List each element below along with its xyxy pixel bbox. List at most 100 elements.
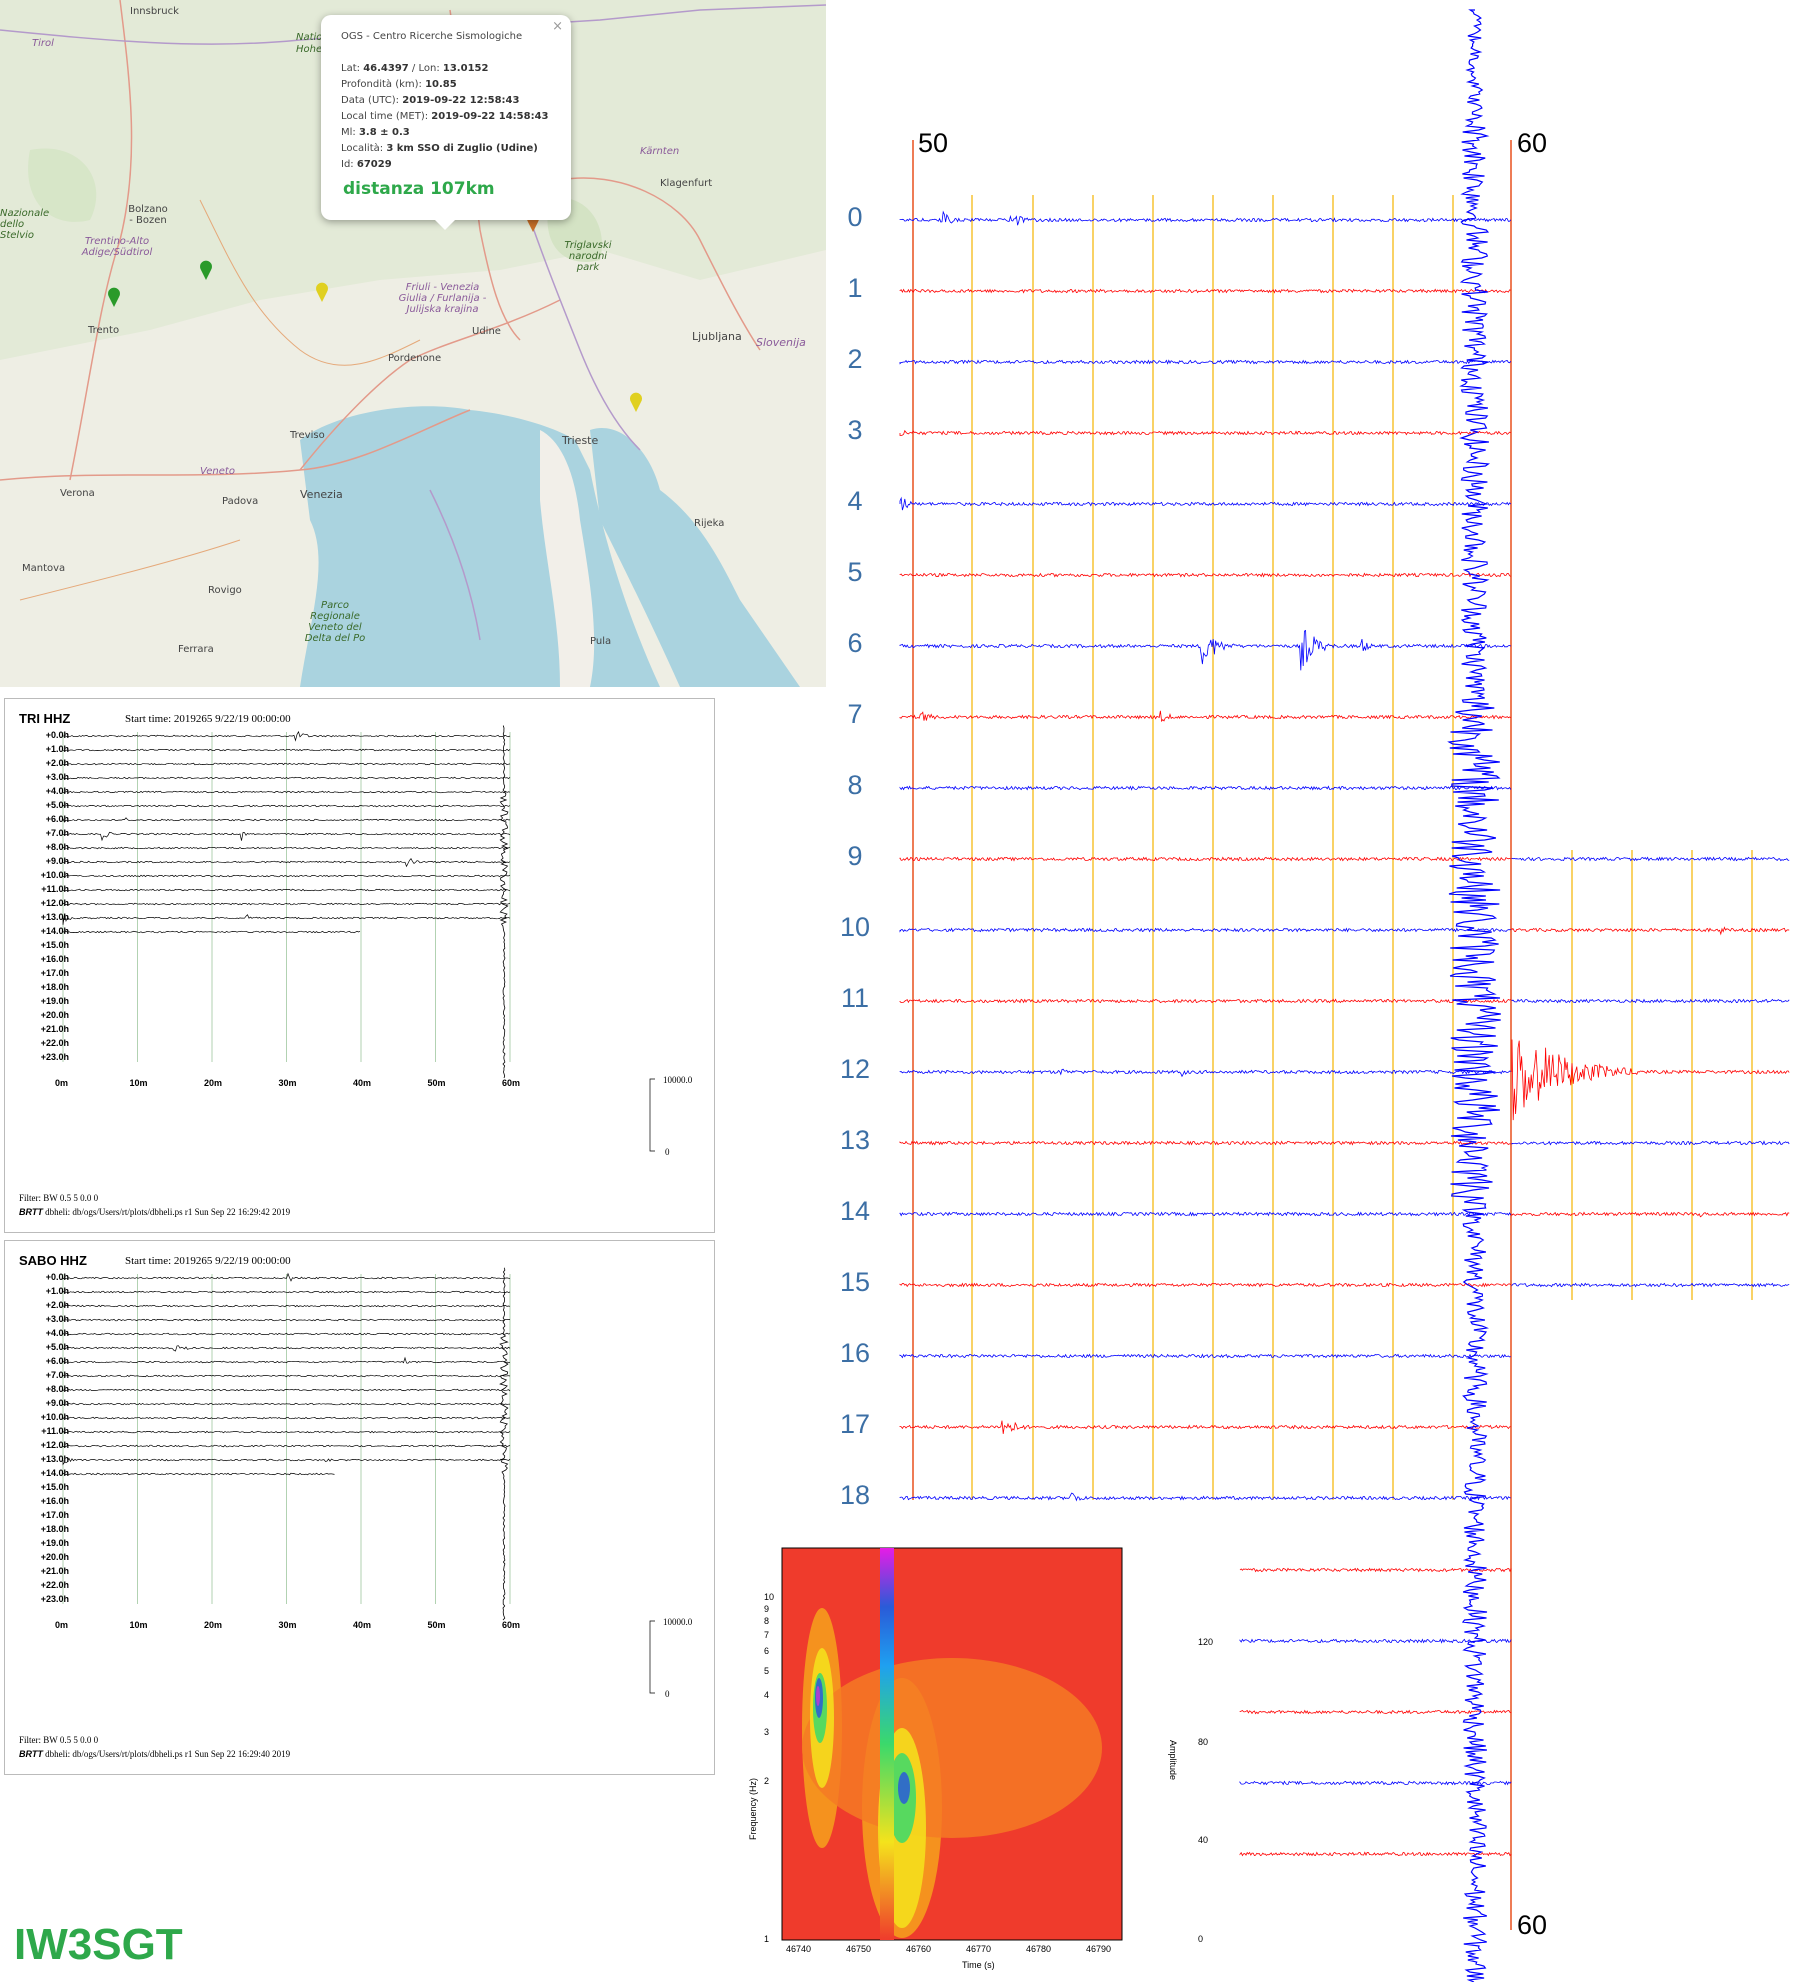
helicorder-start-time: Start time: 2019265 9/22/19 00:00:00 <box>125 1255 291 1267</box>
heli-row-label: +5.0h <box>45 800 69 810</box>
heli-trace <box>62 930 361 934</box>
heli-trace <box>62 1356 511 1364</box>
helicorder-scale-bottom: 0 <box>665 1689 670 1699</box>
seismogram-extension-trace <box>1511 856 1790 862</box>
spectrogram-svg <box>781 1547 1123 1941</box>
heli-row-label: +18.0h <box>40 982 69 992</box>
map-label-treviso: Treviso <box>290 430 325 441</box>
popup-id: Id: 67029 <box>341 159 392 170</box>
heli-row-label: +15.0h <box>40 940 69 950</box>
earthquake-trace <box>1447 9 1501 1982</box>
heli-x-tick: 10m <box>129 1078 148 1088</box>
heli-row-label: +13.0h <box>40 912 69 922</box>
seismogram-row-label: 2 <box>847 344 863 374</box>
heli-x-tick: 20m <box>204 1620 223 1630</box>
seismogram-marker-60-bottom: 60 <box>1517 1910 1548 1940</box>
heli-x-tick: 0m <box>55 1620 69 1630</box>
spectrogram-x-label: Time (s) <box>962 1960 995 1970</box>
heli-trace <box>62 762 511 766</box>
helicorder-title: TRI HHZ <box>19 711 71 726</box>
heli-row-label: +0.0h <box>45 730 69 740</box>
heli-row-label: +9.0h <box>45 1398 69 1408</box>
map-label-venezia: Venezia <box>300 488 343 501</box>
helicorder-scale-top: 10000.0 <box>663 1075 693 1085</box>
helicorder-scale-top: 10000.0 <box>663 1617 693 1627</box>
heli-trace <box>62 1388 511 1392</box>
heli-row-label: +11.0h <box>41 1426 69 1436</box>
spectrogram-x-tick: 46750 <box>846 1944 872 1954</box>
map-label-rijeka: Rijeka <box>694 518 725 529</box>
heli-trace <box>62 888 511 892</box>
seismogram-lower-trace <box>1239 1709 1512 1715</box>
seismogram-row-trace <box>899 1420 1511 1434</box>
heli-trace <box>62 846 511 850</box>
map-label-ferrara: Ferrara <box>178 644 214 655</box>
heli-row-label: +21.0h <box>40 1566 69 1576</box>
seismogram-extension-trace <box>1511 1140 1790 1146</box>
spectrogram-y-tick: 6 <box>764 1646 770 1656</box>
seismogram-row-label: 12 <box>839 1054 871 1084</box>
spectrogram-x-tick: 46770 <box>966 1944 992 1954</box>
spectrogram-y-tick: 10 <box>764 1592 775 1602</box>
map-label-udine: Udine <box>472 326 501 337</box>
heli-x-tick: 0m <box>55 1078 69 1088</box>
heli-row-label: +2.0h <box>45 758 69 768</box>
heli-row-label: +11.0h <box>41 884 69 894</box>
seismogram-row-trace <box>899 1211 1512 1217</box>
seismogram-row-label: 4 <box>847 486 863 516</box>
map-marker-yellow-2[interactable] <box>630 392 642 412</box>
heli-row-label: +13.0h <box>40 1454 69 1464</box>
map-marker-yellow-1[interactable] <box>316 282 328 302</box>
heli-row-label: +7.0h <box>45 828 69 838</box>
heli-row-label: +14.0h <box>40 926 69 936</box>
seismogram-row-trace <box>899 1353 1511 1359</box>
heli-x-tick: 50m <box>427 1078 446 1088</box>
heli-trace <box>62 1444 511 1448</box>
map-marker-green-1[interactable] <box>200 260 212 280</box>
map-marker-green-2[interactable] <box>108 287 120 307</box>
heli-row-label: +6.0h <box>45 1356 69 1366</box>
seismogram-row-label: 13 <box>839 1125 871 1155</box>
heli-trace <box>62 730 511 742</box>
seismogram-lower-trace <box>1239 1851 1512 1857</box>
heli-trace <box>62 1472 335 1476</box>
heli-row-label: +20.0h <box>40 1552 69 1562</box>
popup-header: OGS - Centro Ricerche Sismologiche <box>341 31 523 42</box>
map-label-trentino: Trentino-Alto Adige/Südtirol <box>81 236 153 258</box>
heli-trace <box>62 831 511 842</box>
spectrogram-y-tick: 3 <box>764 1727 770 1737</box>
heli-row-label: +18.0h <box>40 1524 69 1534</box>
map-label-innsbruck: Innsbruck <box>130 6 179 17</box>
seismogram-lower-trace <box>1239 1638 1512 1644</box>
helicorder-footer: BRTT dbheli: db/ogs/Users/rt/plots/dbhel… <box>19 1207 291 1217</box>
helicorder-scale-bottom: 0 <box>665 1147 670 1157</box>
heli-row-label: +17.0h <box>40 968 69 978</box>
map-label-triglavski: Triglavski narodni park <box>564 240 612 273</box>
spectrogram-y-label: Frequency (Hz) <box>748 1777 758 1840</box>
map-label-veneto: Veneto <box>200 466 235 477</box>
heli-trace <box>62 1416 511 1420</box>
heli-row-label: +23.0h <box>40 1594 69 1604</box>
seismogram-row-trace <box>899 496 1512 511</box>
popup-local-time: Local time (MET): 2019-09-22 14:58:43 <box>341 111 549 122</box>
helicorder-filter: Filter: BW 0.5 5 0.0 0 <box>19 1193 99 1203</box>
heli-row-label: +21.0h <box>40 1024 69 1034</box>
spectrogram-colorbar-tick: 40 <box>1198 1835 1209 1845</box>
map-label-bolzano: Bolzano - Bozen <box>128 204 168 226</box>
spectrogram-colorbar-tick: 0 <box>1198 1934 1204 1944</box>
seismogram-row-trace <box>899 856 1511 862</box>
popup-latlon: Lat: 46.4397 / Lon: 13.0152 <box>341 63 489 74</box>
seismogram-row-trace <box>899 629 1512 671</box>
heli-x-tick: 60m <box>502 1620 521 1630</box>
heli-row-label: +20.0h <box>40 1010 69 1020</box>
spectrogram-y-tick: 5 <box>764 1666 770 1676</box>
seismogram-row-trace <box>899 1140 1511 1146</box>
heli-trace <box>62 874 511 878</box>
seismogram-row-label: 9 <box>847 841 863 871</box>
heli-row-label: +16.0h <box>40 1496 69 1506</box>
popup-close-button[interactable]: × <box>552 19 563 34</box>
heli-row-label: +19.0h <box>40 996 69 1006</box>
heli-row-label: +23.0h <box>40 1052 69 1062</box>
seismogram-row-label: 0 <box>847 202 863 232</box>
heli-row-label: +12.0h <box>40 1440 69 1450</box>
